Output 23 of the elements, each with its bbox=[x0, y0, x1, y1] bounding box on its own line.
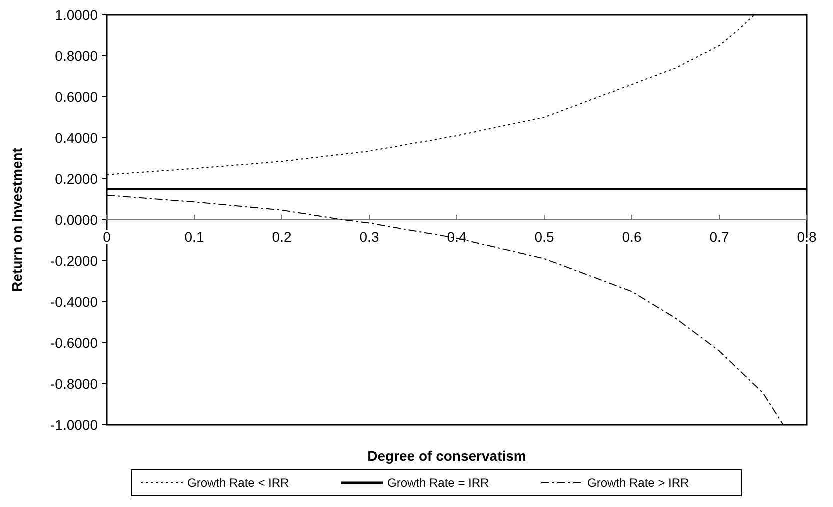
legend-label: Growth Rate = IRR bbox=[388, 476, 490, 490]
y-tick-label: -0.6000 bbox=[50, 334, 98, 351]
y-tick-label: -0.2000 bbox=[50, 252, 98, 269]
y-tick-label: 0.8000 bbox=[55, 48, 98, 64]
y-tick-label: 0.2000 bbox=[55, 170, 98, 187]
y-tick-label: 0.4000 bbox=[55, 130, 98, 146]
y-tick-label: -1.0000 bbox=[50, 416, 98, 433]
x-tick-label: 0.6 bbox=[622, 229, 642, 245]
x-tick-label: 0.2 bbox=[272, 229, 292, 245]
x-tick-label: 0.7 bbox=[710, 229, 730, 245]
legend-label: Growth Rate < IRR bbox=[188, 476, 290, 490]
x-tick-label: 0.3 bbox=[360, 229, 380, 245]
x-tick-label: 0.4 bbox=[447, 229, 467, 245]
y-tick-label: -0.4000 bbox=[50, 294, 98, 310]
x-tick-label: 0.1 bbox=[184, 229, 204, 245]
y-tick-label: 0.0000 bbox=[55, 212, 98, 228]
y-tick-label: 1.0000 bbox=[55, 6, 98, 23]
y-tick-label: 0.6000 bbox=[55, 88, 98, 105]
x-tick-label: 0.5 bbox=[534, 229, 554, 245]
x-axis-title: Degree of conservatism bbox=[368, 448, 526, 464]
y-tick-label: -0.8000 bbox=[50, 376, 98, 392]
y-axis-title: Return on Investment bbox=[9, 148, 25, 292]
legend-label: Growth Rate > IRR bbox=[588, 476, 690, 490]
